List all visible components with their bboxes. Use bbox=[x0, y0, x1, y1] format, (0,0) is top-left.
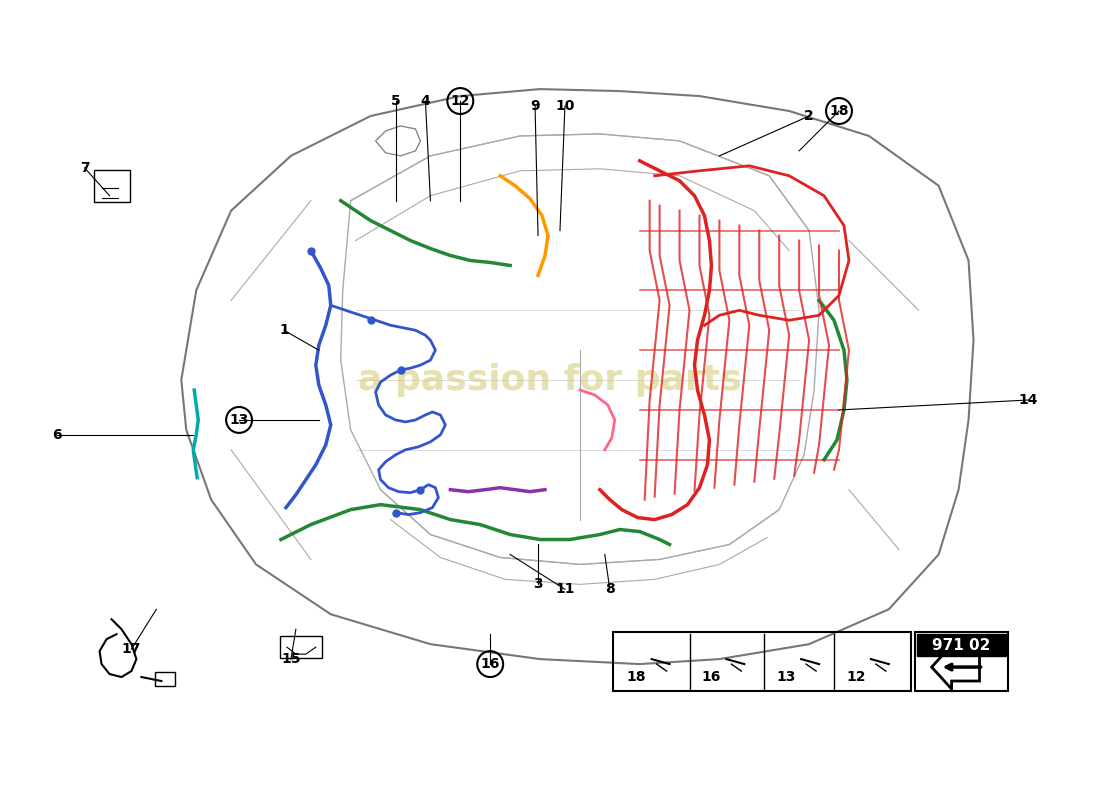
FancyBboxPatch shape bbox=[915, 632, 1009, 691]
Text: 971 02: 971 02 bbox=[933, 638, 991, 653]
Text: 9: 9 bbox=[530, 99, 540, 113]
Text: 4: 4 bbox=[420, 94, 430, 108]
FancyBboxPatch shape bbox=[916, 634, 1006, 656]
Text: 12: 12 bbox=[451, 94, 470, 108]
Text: 14: 14 bbox=[1019, 393, 1038, 407]
Text: 18: 18 bbox=[627, 670, 646, 684]
Text: 3: 3 bbox=[534, 578, 543, 591]
Text: 12: 12 bbox=[846, 670, 866, 684]
Text: 10: 10 bbox=[556, 99, 574, 113]
Text: 16: 16 bbox=[481, 657, 499, 671]
Text: 7: 7 bbox=[80, 161, 89, 175]
Text: 13: 13 bbox=[230, 413, 249, 427]
Text: a passion for parts: a passion for parts bbox=[359, 363, 741, 397]
Text: 18: 18 bbox=[829, 104, 849, 118]
Text: 16: 16 bbox=[702, 670, 721, 684]
Text: 15: 15 bbox=[282, 652, 300, 666]
Text: 8: 8 bbox=[605, 582, 615, 596]
Text: 6: 6 bbox=[52, 428, 62, 442]
Text: 2: 2 bbox=[804, 109, 814, 123]
Text: 5: 5 bbox=[390, 94, 400, 108]
Text: 1: 1 bbox=[279, 323, 289, 338]
Text: 11: 11 bbox=[556, 582, 574, 596]
Text: 13: 13 bbox=[777, 670, 795, 684]
Text: 17: 17 bbox=[122, 642, 141, 656]
